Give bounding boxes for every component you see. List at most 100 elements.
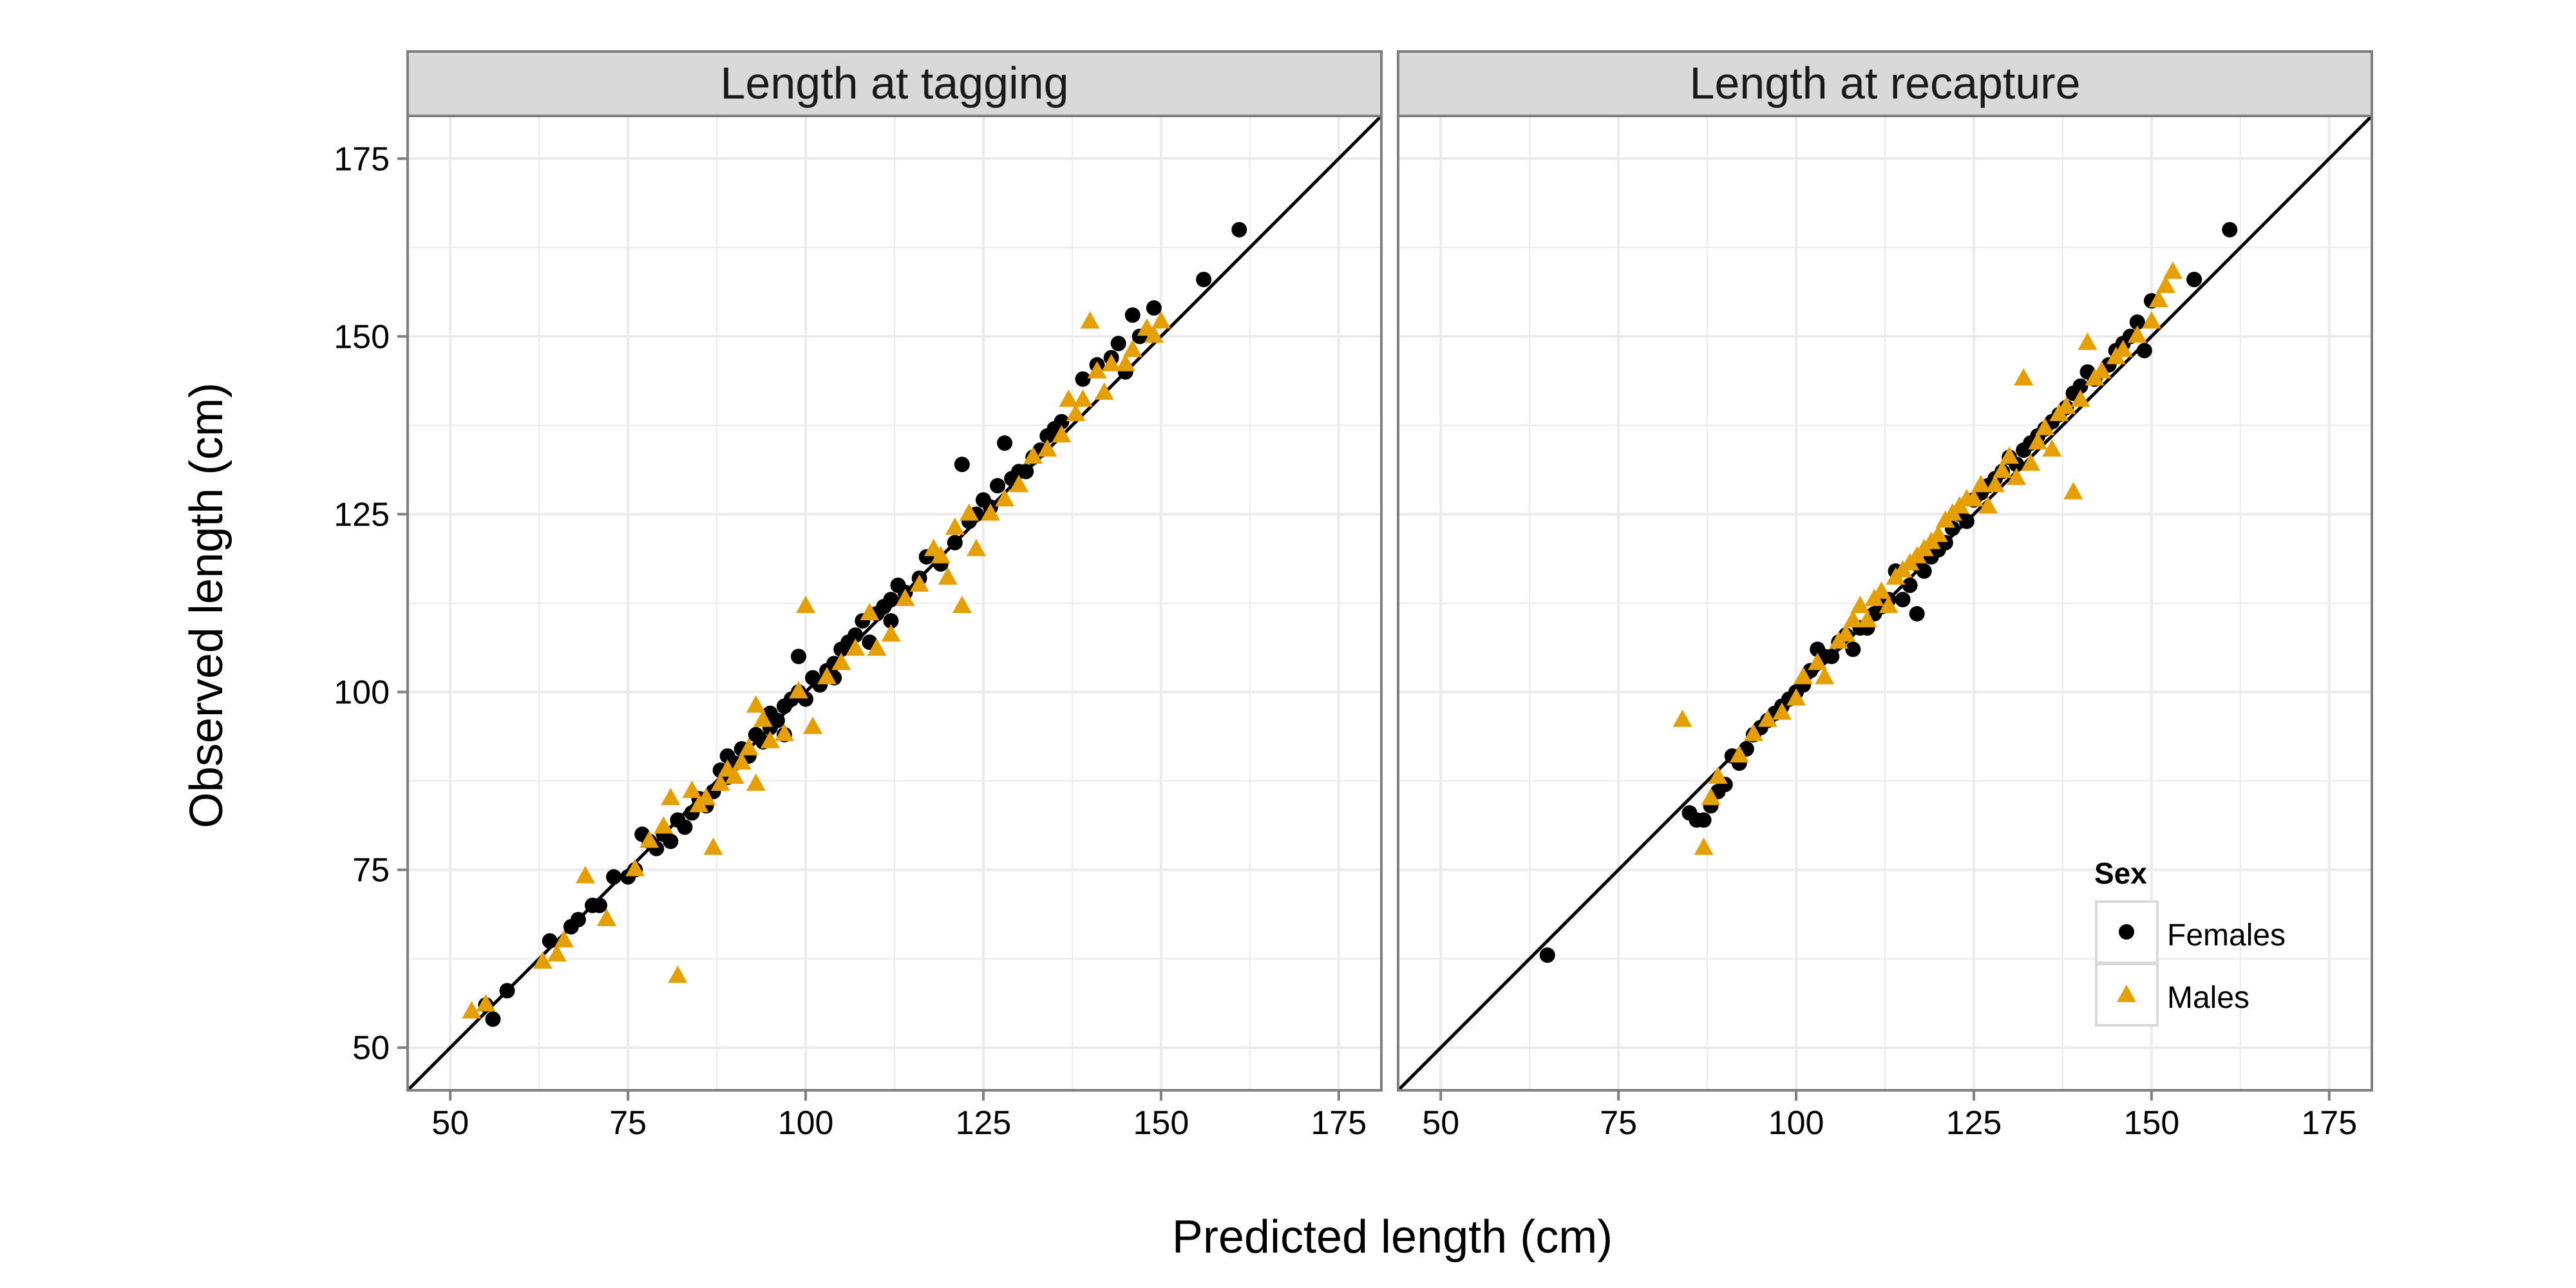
data-point-male [860,603,880,621]
data-point-male [1836,624,1856,642]
data-point-male [597,908,617,926]
data-point-male [1743,723,1763,741]
data-point-male [746,695,766,713]
data-point-male [625,858,645,876]
data-point-male [1857,610,1877,628]
series-males [1672,261,2183,855]
data-point-female [2186,272,2202,288]
data-point-male [1843,610,1863,628]
y-tick-label: 175 [334,140,390,178]
data-point-male [1729,744,1749,762]
data-point-male [654,816,674,834]
legend-title: Sex [2094,857,2147,890]
data-point-male [639,830,659,848]
data-point-male [2078,332,2098,350]
data-point-female [499,983,515,999]
data-point-male [867,638,887,656]
data-point-male [753,709,773,727]
data-point-male [1757,709,1777,727]
data-point-female [791,649,807,665]
data-point-female [1958,513,1975,529]
x-tick-label: 75 [609,1104,647,1142]
data-point-male [1151,311,1171,329]
data-point-male [1964,489,1984,507]
y-tick-label: 150 [334,318,390,355]
data-point-male [931,545,951,564]
data-point-male [739,737,759,755]
panel-title: Length at tagging [720,58,1068,108]
x-axis-label: Predicted length (cm) [1172,1211,1613,1263]
panel-title: Length at recapture [1689,58,2080,108]
data-point-male [682,781,702,799]
data-point-male [1985,475,2005,493]
data-point-female [1075,371,1091,387]
data-point-male [1708,766,1728,784]
data-point-female [570,911,586,927]
data-point-male [796,596,816,614]
x-tick-label: 75 [1600,1104,1637,1142]
data-point-male [966,538,986,556]
data-point-male [2141,311,2161,329]
data-point-female [883,613,899,629]
data-point-male [817,667,837,685]
legend-males-marker [2117,985,2136,1002]
data-point-female [2072,378,2088,394]
data-point-female [2222,222,2238,238]
data-point-female [954,457,970,473]
data-point-female [990,478,1006,494]
data-point-male [1122,339,1142,357]
data-point-male [1023,446,1043,464]
data-point-female [485,1011,501,1027]
data-point-female [2136,343,2152,359]
data-point-female [1824,649,1840,665]
data-point-male [774,723,794,741]
data-point-male [1094,382,1114,400]
data-point-male [746,773,766,791]
data-point-female [677,819,693,835]
data-point-male [831,652,851,670]
data-point-male [938,567,958,585]
data-point-male [952,596,972,614]
data-point-female [1895,591,1911,607]
data-point-male [2021,453,2041,471]
data-point-female [1909,606,1925,622]
data-point-female [1845,641,1861,658]
panel-strip [406,50,1383,117]
series-males [462,311,1171,1019]
data-point-male [1815,667,1835,685]
data-point-male [1971,475,1991,493]
legend: Sex Females Males [2094,857,2286,1027]
data-point-female [947,535,963,551]
data-point-male [1087,361,1107,379]
data-point-female [542,933,558,949]
data-point-male [1080,311,1100,329]
data-point-male [895,588,915,606]
data-point-male [2042,439,2062,457]
data-point-male [724,766,744,784]
data-point-female [1124,307,1141,323]
x-tick-label: 150 [1133,1104,1189,1142]
x-tick-label: 175 [1311,1104,1367,1142]
data-point-male [476,994,496,1012]
data-point-female [1018,464,1034,480]
data-point-male [2163,261,2183,279]
data-point-male [995,489,1015,507]
data-point-male [2028,432,2048,450]
legend-males-label: Males [2167,981,2249,1015]
data-point-male [1871,581,1891,599]
data-point-male [881,624,901,642]
data-point-male [1009,475,1029,493]
data-point-male [554,930,574,948]
data-point-female [1054,413,1070,430]
x-tick-label: 125 [1946,1104,2002,1142]
data-point-male [1066,403,1086,421]
data-point-male [959,503,979,521]
data-point-male [1772,702,1792,720]
data-point-female [2129,314,2145,330]
data-point-female [1696,812,1712,828]
data-point-male [2000,446,2020,464]
data-point-male [1672,709,1692,727]
data-point-male [1052,424,1072,442]
data-point-female [663,833,679,849]
plot-data-area [408,116,1381,1090]
